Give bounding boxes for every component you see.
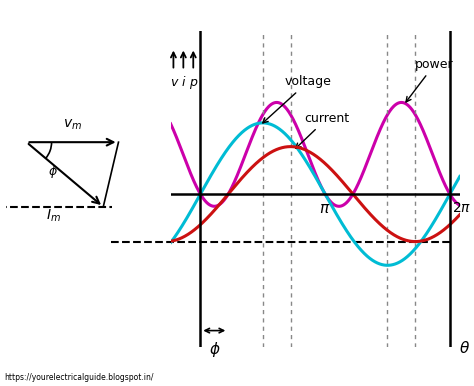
Text: i: i <box>182 76 185 90</box>
Text: voltage: voltage <box>263 75 331 123</box>
Text: power: power <box>406 58 454 102</box>
Text: v: v <box>170 76 177 90</box>
Text: p: p <box>189 76 197 90</box>
Text: current: current <box>296 112 350 148</box>
Text: $\phi$: $\phi$ <box>48 163 58 180</box>
Text: $\theta$: $\theta$ <box>458 340 470 356</box>
Text: $\pi$: $\pi$ <box>319 201 331 216</box>
Text: $v_m$: $v_m$ <box>63 118 82 132</box>
Text: $2\pi$: $2\pi$ <box>452 201 471 215</box>
Text: https://yourelectricalguide.blogspot.in/: https://yourelectricalguide.blogspot.in/ <box>5 373 154 382</box>
Text: $\phi$: $\phi$ <box>209 340 220 359</box>
Text: $I_m$: $I_m$ <box>46 207 61 223</box>
